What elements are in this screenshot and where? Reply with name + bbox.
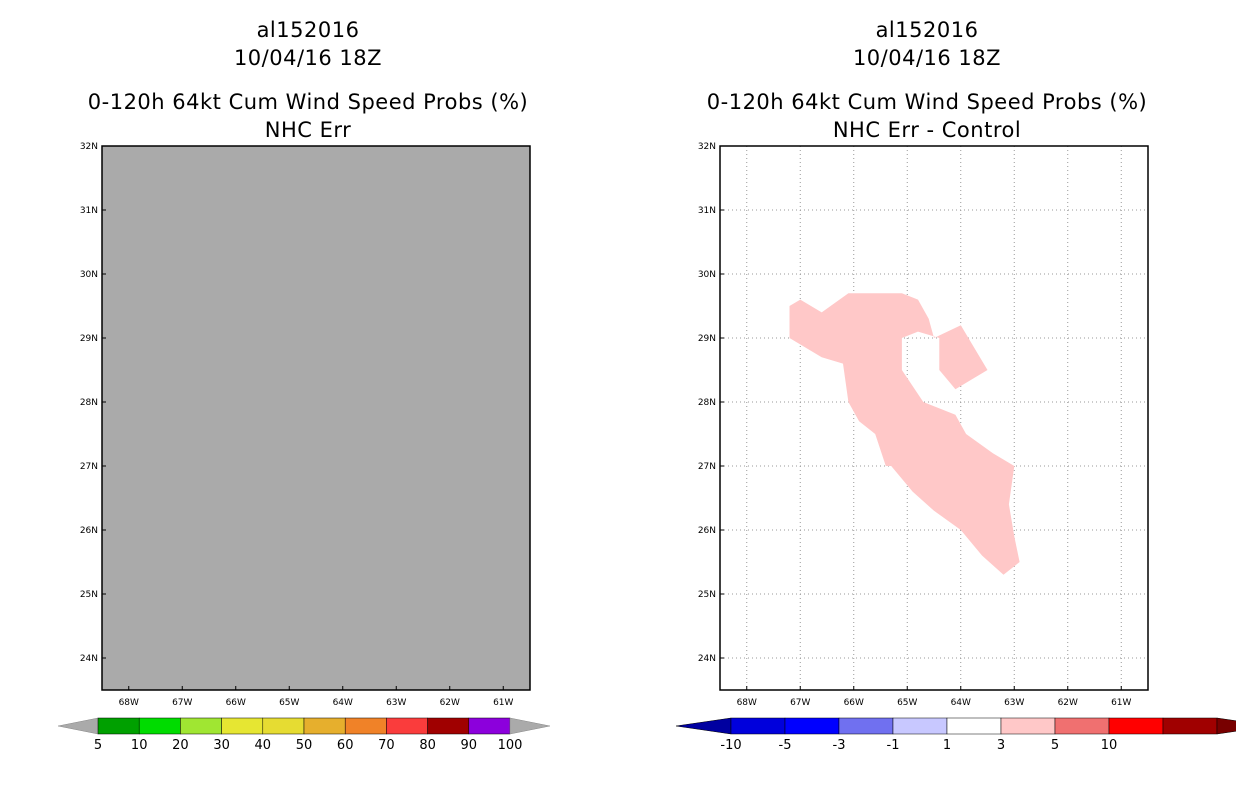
colorbar-label: 20 — [172, 738, 189, 753]
colorbar-segment — [221, 717, 264, 735]
x-tick-label: 61W — [1111, 698, 1131, 708]
x-tick-label: 68W — [737, 698, 757, 708]
colorbar-label: 10 — [1101, 738, 1118, 753]
colorbar-label: -10 — [720, 738, 741, 753]
colorbar-segment — [784, 717, 840, 735]
y-tick-label: 30N — [80, 270, 98, 280]
y-tick-label: 25N — [80, 590, 98, 600]
probability-field — [102, 146, 530, 690]
panel-1: 68W 67W 66W 65W 64W 63W 62W 61W 32N 31N 30N 29N 28N 2… — [57, 142, 551, 753]
colorbar-segment — [1000, 717, 1056, 735]
y-tick-label: 26N — [698, 526, 716, 536]
colorbar-segment — [180, 717, 222, 735]
y-tick-label: 24N — [80, 654, 98, 664]
right-storm-id: al152016 — [875, 18, 979, 42]
x-tick-label: 67W — [172, 698, 192, 708]
colorbar-low-end — [57, 717, 99, 735]
x-tick-label: 62W — [1058, 698, 1078, 708]
x-tick-label: 66W — [844, 698, 864, 708]
y-tick-label: 27N — [80, 462, 98, 472]
colorbar-2: -10 -5 -3 -1 1 3 5 10 — [675, 717, 1236, 753]
colorbar-segment — [730, 717, 786, 735]
colorbar-segment — [838, 717, 894, 735]
x-tick-label: 67W — [790, 698, 810, 708]
x-tick-label: 63W — [1004, 698, 1024, 708]
y-tick-label: 31N — [698, 206, 716, 216]
colorbar-1: 5 10 20 30 40 50 60 70 80 90 100 — [57, 717, 551, 753]
x-tick-label: 65W — [897, 698, 917, 708]
colorbar-high-end — [1216, 717, 1236, 735]
y-tick-label: 31N — [80, 206, 98, 216]
y-tick-label: 32N — [698, 142, 716, 152]
y-tick-label: 25N — [698, 590, 716, 600]
y-tick-label: 28N — [80, 398, 98, 408]
x-tick-label: 61W — [493, 698, 513, 708]
colorbar-segment — [468, 717, 511, 735]
colorbar-label: 40 — [255, 738, 272, 753]
left-chart-subtitle: NHC Err — [264, 118, 352, 142]
colorbar-label: 60 — [337, 738, 354, 753]
colorbar-segment — [344, 717, 387, 735]
colorbar-segment — [946, 717, 1002, 735]
colorbar-segment — [1162, 717, 1218, 735]
colorbar-label: 90 — [461, 738, 478, 753]
right-chart-title: 0-120h 64kt Cum Wind Speed Probs (%) — [706, 90, 1148, 114]
colorbar-label: 1 — [943, 738, 951, 753]
y-tick-label: 27N — [698, 462, 716, 472]
colorbar-label: -1 — [887, 738, 900, 753]
colorbar-segment — [262, 717, 305, 735]
left-chart-title: 0-120h 64kt Cum Wind Speed Probs (%) — [87, 90, 529, 114]
colorbar-label: 80 — [419, 738, 436, 753]
right-chart-subtitle: NHC Err - Control — [832, 118, 1022, 142]
colorbar-label: -5 — [779, 738, 792, 753]
colorbar-label: 70 — [378, 738, 395, 753]
plot-frame — [101, 145, 531, 691]
plot-frame — [719, 145, 1149, 691]
x-tick-label: 64W — [951, 698, 971, 708]
left-datetime: 10/04/16 18Z — [233, 46, 383, 70]
colorbar-low-end — [675, 717, 732, 735]
x-tick-label: 62W — [440, 698, 460, 708]
difference-region-1-to-3 — [789, 293, 1020, 575]
y-tick-label: 29N — [698, 334, 716, 344]
colorbar-segment — [138, 717, 181, 735]
panel-2: 68W 67W 66W 65W 64W 63W 62W 61W 32N 31N 30N 29N 28N 2… — [675, 142, 1236, 753]
colorbar-label: 5 — [94, 738, 102, 753]
colorbar-label: 3 — [997, 738, 1005, 753]
colorbar-label: 5 — [1051, 738, 1059, 753]
x-tick-label: 64W — [333, 698, 353, 708]
left-storm-id: al152016 — [256, 18, 360, 42]
y-tick-label: 24N — [698, 654, 716, 664]
colorbar-label: 50 — [296, 738, 313, 753]
x-tick-label: 66W — [226, 698, 246, 708]
y-tick-label: 28N — [698, 398, 716, 408]
colorbar-segment — [386, 717, 428, 735]
y-tick-label: 30N — [698, 270, 716, 280]
colorbar-label: -3 — [833, 738, 846, 753]
y-tick-label: 26N — [80, 526, 98, 536]
colorbar-high-end — [509, 717, 551, 735]
y-tick-label: 29N — [80, 334, 98, 344]
colorbar-label: 30 — [213, 738, 230, 753]
colorbar-label: 100 — [498, 738, 523, 753]
colorbar-segment — [1108, 717, 1164, 735]
y-tick-label: 32N — [80, 142, 98, 152]
colorbar-label: 10 — [131, 738, 148, 753]
x-tick-label: 63W — [386, 698, 406, 708]
colorbar-segment — [97, 717, 140, 735]
colorbar-segment — [427, 717, 470, 735]
right-datetime: 10/04/16 18Z — [852, 46, 1002, 70]
colorbar-segment — [892, 717, 948, 735]
x-tick-label: 65W — [279, 698, 299, 708]
x-tick-label: 68W — [119, 698, 139, 708]
colorbar-segment — [1054, 717, 1110, 735]
colorbar-segment — [303, 717, 346, 735]
